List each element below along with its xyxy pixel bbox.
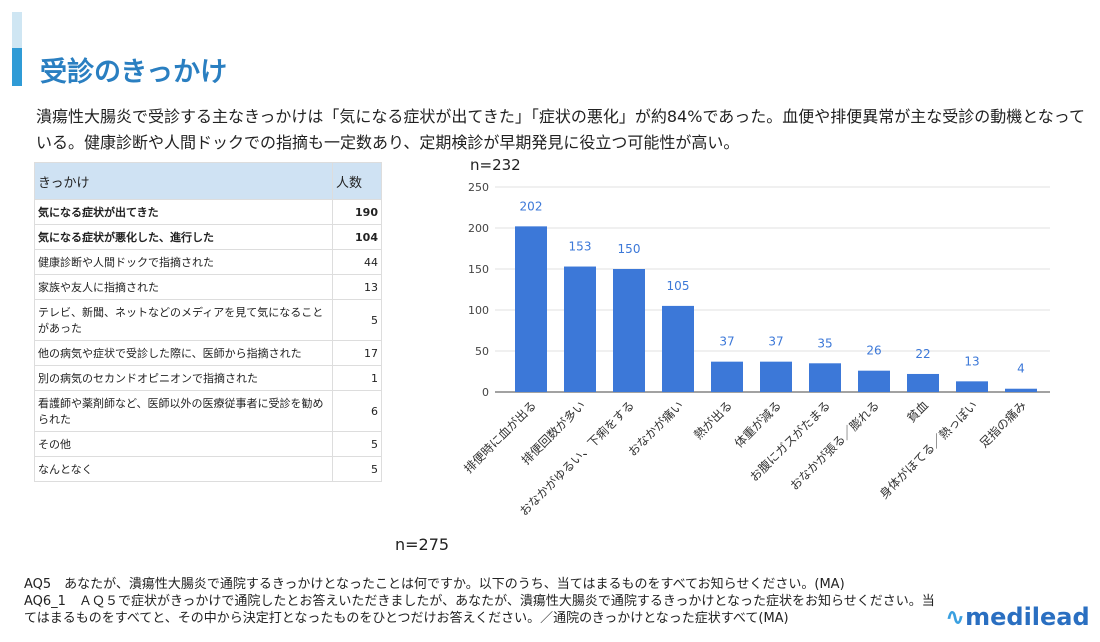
- bar: [1005, 388, 1037, 392]
- footnote-aq6: AQ6_1 ＡＱ５で症状がきっかけで通院したとお答えいただきましたが、あなたが、…: [24, 594, 935, 626]
- data-label: 22: [915, 347, 930, 361]
- data-label: 4: [1017, 362, 1025, 376]
- reason-count: 13: [332, 274, 382, 300]
- table-row: 別の病気のセカンドオピニオンで指摘された 1: [34, 365, 382, 391]
- reason-count: 104: [332, 224, 382, 250]
- reason-label: テレビ、新聞、ネットなどのメディアを見て気になることがあった: [34, 299, 333, 341]
- y-tick-label: 100: [468, 304, 489, 317]
- bar: [760, 361, 792, 392]
- bar: [613, 269, 645, 392]
- table-row: 家族や友人に指摘された 13: [34, 274, 382, 300]
- bar: [564, 266, 596, 392]
- data-label: 105: [667, 279, 690, 293]
- reason-label: 家族や友人に指摘された: [34, 274, 333, 300]
- medilead-logo: ∿medilead: [945, 603, 1090, 631]
- table-row: 健康診断や人間ドックで指摘された 44: [34, 249, 382, 275]
- bar: [907, 373, 939, 392]
- data-label: 150: [618, 242, 641, 256]
- reason-count: 5: [332, 431, 382, 457]
- bar: [858, 370, 890, 392]
- table-row: テレビ、新聞、ネットなどのメディアを見て気になることがあった 5: [34, 299, 382, 341]
- reason-label: 気になる症状が悪化した、進行した: [34, 224, 333, 250]
- symptom-bar-chart: 050100150200250202排便時に血が出る153排便回数が多い150お…: [461, 181, 1050, 518]
- table-sample-size: n=275: [395, 535, 450, 554]
- reason-count: 1: [332, 365, 382, 391]
- reason-label: 他の病気や症状で受診した際に、医師から指摘された: [34, 340, 333, 366]
- reason-count: 5: [332, 299, 382, 341]
- x-tick-label: 体重が減る: [731, 398, 784, 451]
- table-row: その他 5: [34, 431, 382, 457]
- col-header-reason: きっかけ: [34, 162, 333, 200]
- reason-label: 気になる症状が出てきた: [34, 199, 333, 225]
- reason-label: 健康診断や人間ドックで指摘された: [34, 249, 333, 275]
- y-tick-label: 150: [468, 263, 489, 276]
- logo-text: medilead: [965, 603, 1090, 631]
- table-row: なんとなく 5: [34, 456, 382, 482]
- data-label: 37: [768, 335, 783, 349]
- table-row: 看護師や薬剤師など、医師以外の医療従事者に受診を勧められた 6: [34, 390, 382, 432]
- reason-count: 5: [332, 456, 382, 482]
- bar: [662, 305, 694, 392]
- bar: [956, 381, 988, 392]
- data-label: 202: [520, 199, 543, 213]
- y-tick-label: 50: [475, 345, 489, 358]
- x-tick-label: 足指の痛み: [976, 398, 1029, 451]
- page-title: 受診のきっかけ: [40, 57, 228, 88]
- bar: [515, 226, 547, 392]
- reason-count: 44: [332, 249, 382, 275]
- data-label: 153: [569, 240, 592, 254]
- reason-count: 17: [332, 340, 382, 366]
- table-row: 他の病気や症状で受診した際に、医師から指摘された 17: [34, 340, 382, 366]
- reason-count: 6: [332, 390, 382, 432]
- reasons-table: きっかけ 人数 気になる症状が出てきた 190 気になる症状が悪化した、進行した 10…: [34, 162, 382, 482]
- data-label: 26: [866, 344, 881, 358]
- x-tick-label: 身体がほてる／熱っぽい: [876, 398, 980, 502]
- footnotes: AQ5 あなたが、潰瘍性大腸炎で通院するきっかけとなったことは何ですか。以下のう…: [24, 576, 944, 627]
- x-tick-label: おなかが張る／膨れる: [787, 398, 882, 493]
- title-accent: [12, 48, 22, 86]
- data-label: 35: [817, 336, 832, 350]
- footnote-aq5: AQ5 あなたが、潰瘍性大腸炎で通院するきっかけとなったことは何ですか。以下のう…: [24, 577, 845, 592]
- table-row: 気になる症状が出てきた 190: [34, 199, 382, 225]
- table-row: 気になる症状が悪化した、進行した 104: [34, 224, 382, 250]
- reason-label: なんとなく: [34, 456, 333, 482]
- bar: [711, 361, 743, 392]
- x-tick-label: 熱が出る: [691, 398, 736, 443]
- y-tick-label: 250: [468, 181, 489, 194]
- reason-label: 看護師や薬剤師など、医師以外の医療従事者に受診を勧められた: [34, 390, 333, 432]
- x-tick-label: 貧血: [904, 398, 931, 425]
- data-label: 13: [964, 354, 979, 368]
- data-label: 37: [719, 335, 734, 349]
- x-tick-label: お腹にガスがたまる: [746, 398, 833, 485]
- reason-label: その他: [34, 431, 333, 457]
- chart-sample-size: n=232: [470, 156, 521, 174]
- reason-count: 190: [332, 199, 382, 225]
- reason-label: 別の病気のセカンドオピニオンで指摘された: [34, 365, 333, 391]
- title-accent-light: [12, 12, 22, 48]
- lead-text: 潰瘍性大腸炎で受診する主なきっかけは「気になる症状が出てきた」「症状の悪化」が約…: [36, 107, 1086, 152]
- bar: [809, 363, 841, 392]
- y-tick-label: 200: [468, 222, 489, 235]
- col-header-count: 人数: [332, 162, 382, 200]
- y-tick-label: 0: [482, 386, 489, 399]
